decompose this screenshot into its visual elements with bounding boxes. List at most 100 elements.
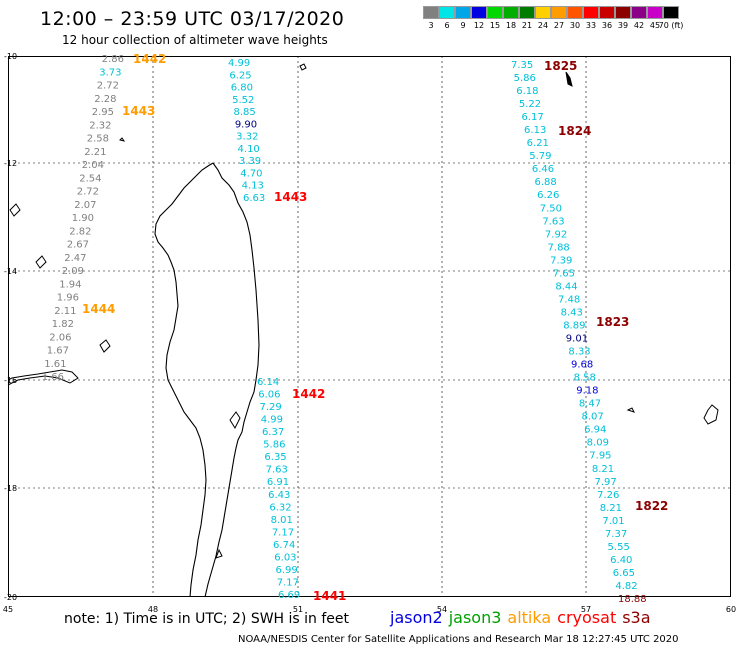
wave-height-value: 2.95 (92, 107, 114, 118)
wave-height-value: 6.32 (269, 502, 291, 513)
satellite-jason3: jason3 (448, 608, 502, 627)
comoros-island (9, 203, 21, 217)
pass-time-label: 1823 (596, 315, 629, 329)
pass-time-label: 1442 (133, 52, 166, 66)
wave-height-value: 6.37 (262, 427, 284, 438)
axis-labels: 45 48 51 54 57 60 -10 -12 -14 -16 -18 -20 (3, 52, 736, 614)
scale-swatch (599, 6, 615, 19)
wave-height-value: 3.32 (236, 132, 258, 143)
scale-label: 18 (505, 21, 517, 30)
wave-height-value: 6.17 (521, 112, 543, 123)
pass-time-labels: 1442 1443 1444 1443 1442 1441 1825 1824 1823 1822 (82, 52, 668, 603)
wave-height-value: 8.21 (600, 503, 622, 514)
wave-height-value: 4.99 (261, 415, 283, 426)
scale-swatch (487, 6, 503, 19)
latitude-tick-label: -10 (4, 52, 17, 61)
wave-height-value: 7.35 (511, 60, 533, 71)
wave-height-value: 5.79 (529, 151, 551, 162)
map-subtitle: 12 hour collection of altimeter wave hei… (62, 33, 328, 47)
wave-height-value: 7.37 (605, 529, 627, 540)
scale-cell: 6 (439, 6, 455, 30)
scale-cell: 33 (583, 6, 599, 30)
wave-height-value: 5.52 (232, 95, 254, 106)
wave-height-value: 6.26 (537, 190, 559, 201)
scale-label: 15 (489, 21, 501, 30)
scale-label: 12 (473, 21, 485, 30)
wave-height-value: 7.63 (542, 216, 564, 227)
scale-label: 3 (428, 21, 434, 30)
pass-time-label: 1443 (274, 190, 307, 204)
agalega-island (565, 71, 573, 87)
ile-sainte-marie (229, 411, 241, 430)
scale-label: 45 (649, 21, 661, 30)
wave-height-value: 6.80 (231, 83, 253, 94)
wave-height-value: 8.01 (271, 515, 293, 526)
scale-swatch (455, 6, 471, 19)
latitude-tick-label: -14 (4, 267, 17, 276)
wave-height-value: 9.68 (571, 360, 593, 371)
graticule (8, 56, 731, 597)
scale-swatch (647, 6, 663, 19)
islet (99, 339, 111, 353)
scale-swatch (535, 6, 551, 19)
wave-height-value: 5.55 (608, 542, 630, 553)
scale-cell: 30 (567, 6, 583, 30)
map-title: 12:00 – 23:59 UTC 03/17/2020 (40, 8, 345, 30)
wave-height-value: 4.13 (242, 181, 264, 192)
scale-cell: 42 (631, 6, 647, 30)
wave-height-value: 3.73 (99, 67, 121, 78)
wave-height-value: 2.07 (74, 200, 96, 211)
footer-credit: NOAA/NESDIS Center for Satellite Applica… (238, 634, 679, 645)
scale-swatch (567, 6, 583, 19)
wave-height-value: 6.88 (534, 177, 556, 188)
latitude-tick-label: -12 (4, 159, 17, 168)
latitude-tick-label: -20 (4, 593, 17, 602)
scale-cell: 9 (455, 6, 471, 30)
wave-height-value: 1.67 (47, 346, 69, 357)
scale-label: 42 (633, 21, 645, 30)
mozambique-coast (7, 369, 79, 386)
wave-height-value: 7.92 (545, 229, 567, 240)
wave-height-value: 7.17 (277, 577, 299, 588)
wave-height-value: 1.96 (57, 293, 79, 304)
longitude-tick-label: 54 (437, 605, 447, 614)
scale-swatch (439, 6, 455, 19)
wave-height-value: 2.28 (94, 94, 116, 105)
wave-height-value: 1.90 (72, 213, 94, 224)
scale-label: 70 (ft) (658, 21, 684, 30)
wave-height-value: 6.40 (610, 555, 632, 566)
scale-cell: 15 (487, 6, 503, 30)
scale-swatch (663, 6, 679, 19)
mauritius-island (703, 404, 719, 425)
wave-height-value: 6.21 (527, 138, 549, 149)
wave-height-value: 2.82 (69, 226, 91, 237)
wave-height-value: 7.65 (553, 268, 575, 279)
wave-height-value: 7.17 (272, 527, 294, 538)
scale-cell: 36 (599, 6, 615, 30)
wave-height-value: 9.90 (235, 119, 257, 130)
wave-height-value: 6.69 (278, 590, 300, 601)
latitude-tick-label: -18 (4, 484, 17, 493)
wave-height-value: 7.26 (597, 490, 619, 501)
scale-label: 30 (569, 21, 581, 30)
scale-cell: 70 (ft) (659, 6, 683, 30)
scale-cell: 3 (423, 6, 439, 30)
wave-height-value: 2.86 (102, 54, 124, 65)
longitude-tick-label: 60 (726, 605, 736, 614)
wave-height-value: 2.21 (84, 147, 106, 158)
wave-height-value: 2.72 (77, 187, 99, 198)
wave-height-value: 6.65 (613, 568, 635, 579)
wave-height-value: 8.21 (592, 464, 614, 475)
wave-height-value: 6.91 (267, 477, 289, 488)
longitude-tick-label: 51 (293, 605, 303, 614)
wave-height-value: 7.01 (602, 516, 624, 527)
wave-height-value: 2.47 (64, 253, 86, 264)
wave-height-value: 1.61 (44, 359, 66, 370)
wave-height-value: 2.04 (82, 160, 104, 171)
wave-height-value: 8.07 (581, 412, 603, 423)
scale-cell: 18 (503, 6, 519, 30)
scale-cell: 12 (471, 6, 487, 30)
wave-height-value: 6.03 (274, 552, 296, 563)
wave-height-value: 8.47 (579, 399, 601, 410)
